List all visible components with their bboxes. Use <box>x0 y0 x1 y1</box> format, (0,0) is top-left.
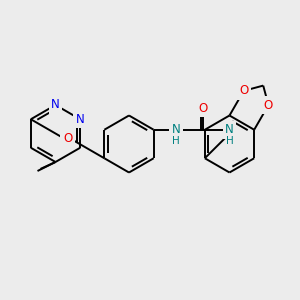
Text: O: O <box>264 99 273 112</box>
Text: N: N <box>76 113 85 126</box>
Text: N: N <box>225 123 234 136</box>
Text: O: O <box>239 84 248 97</box>
Text: H: H <box>226 136 233 146</box>
Text: H: H <box>172 136 180 146</box>
Text: N: N <box>51 98 60 112</box>
Text: O: O <box>63 132 72 145</box>
Text: N: N <box>172 123 181 136</box>
Text: O: O <box>199 102 208 115</box>
